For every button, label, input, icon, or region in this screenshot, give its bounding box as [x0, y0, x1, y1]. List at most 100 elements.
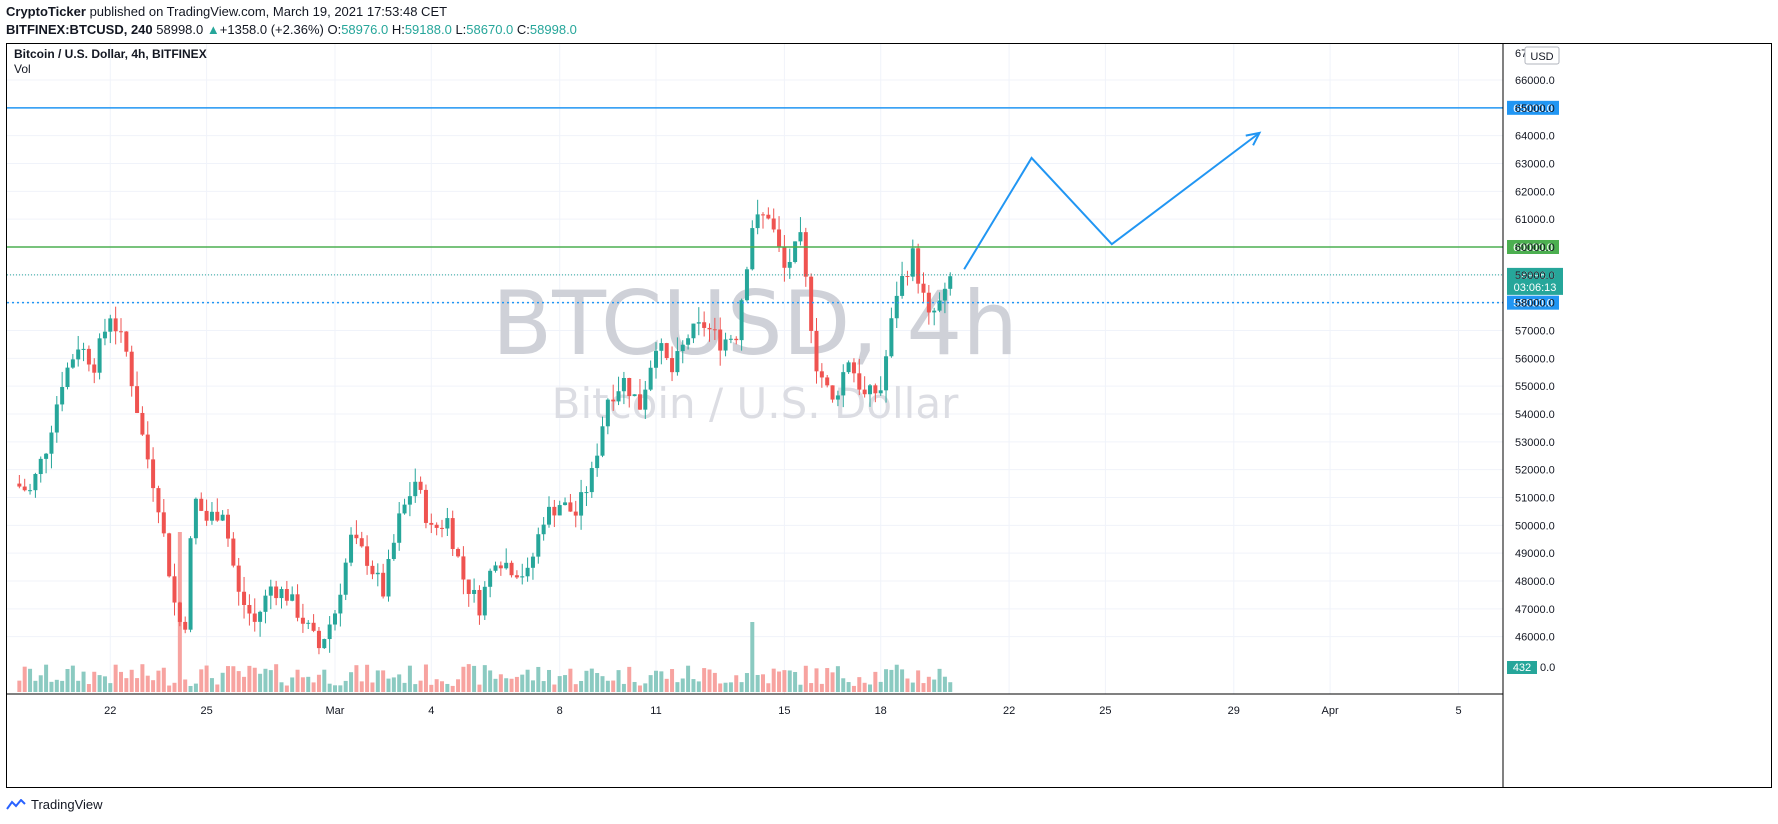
candle-body [413, 481, 418, 497]
candle-body [434, 524, 439, 528]
volume-bar [375, 670, 380, 692]
volume-bar [932, 679, 937, 692]
price-tick-label: 60000.0 [1515, 242, 1555, 254]
volume-bar [49, 681, 54, 692]
volume-bar [445, 683, 450, 692]
candle-body [188, 538, 193, 630]
volume-bar [81, 671, 86, 692]
candle-body [129, 351, 134, 387]
volume-bar [333, 685, 337, 692]
candle-body [236, 565, 241, 592]
candle-body [274, 586, 279, 599]
candle-body [616, 391, 621, 402]
price-tick-label: 57000.0 [1515, 325, 1555, 337]
watermark-name: Bitcoin / U.S. Dollar [552, 379, 959, 428]
candle-body [450, 518, 455, 549]
volume-bar [151, 680, 156, 692]
candle-body [718, 329, 723, 351]
candle-body [937, 300, 942, 311]
volume-bar [33, 680, 38, 692]
volume-bar [488, 670, 493, 692]
candle-body [509, 562, 514, 576]
candle-body [375, 572, 380, 575]
volume-bar [306, 676, 311, 692]
candle-body [231, 538, 236, 566]
candle-body [60, 387, 65, 405]
candlestick-chart[interactable]: BTCUSD, 4h Bitcoin / U.S. Dollar 65000.0… [7, 44, 1771, 787]
volume-bar [589, 668, 594, 692]
volume-bar [723, 682, 728, 692]
volume-bar [204, 665, 209, 692]
candle-body [734, 338, 739, 341]
candle-body [830, 385, 835, 400]
level-price-label: 60000.0 [1513, 242, 1553, 254]
candle-body [472, 589, 477, 594]
volume-bar [17, 680, 22, 692]
volume-bar [434, 679, 439, 692]
volume-bar [413, 684, 418, 692]
candle-body [124, 331, 129, 352]
candle-body [761, 214, 765, 216]
candle-body [825, 377, 830, 386]
candle-body [215, 511, 220, 521]
volume-bar [889, 669, 894, 692]
time-tick-label: 11 [650, 705, 661, 717]
volume-bar [873, 671, 878, 692]
candle-body [525, 567, 530, 577]
candle-body [627, 377, 632, 397]
volume-bar [274, 664, 279, 692]
volume-bar [584, 670, 589, 692]
volume-bar [910, 682, 915, 692]
current-price-label: 58998.0 [1515, 270, 1555, 282]
volume-bar [707, 669, 712, 692]
volume-bar [557, 676, 562, 692]
candle-body [750, 228, 755, 270]
volume-bar [322, 669, 327, 692]
price-tick-label: 53000.0 [1515, 437, 1555, 449]
published-text: published on TradingView.com, March 19, … [85, 4, 448, 19]
price-tick-label: 62000.0 [1515, 186, 1555, 198]
volume-bar [563, 675, 568, 692]
volume-bar [429, 684, 434, 692]
candle-body [242, 591, 247, 605]
candle-body [177, 602, 182, 622]
volume-bar [482, 665, 487, 692]
candle-body [691, 323, 696, 339]
volume-bar [391, 677, 396, 692]
time-tick-label: 29 [1228, 705, 1240, 717]
volume-bar [621, 683, 626, 692]
open-label: O: [327, 22, 342, 37]
candle-body [744, 269, 749, 301]
volume-bar [696, 681, 701, 692]
volume-bar [242, 676, 247, 692]
volume-bar [509, 678, 514, 692]
candle-body [819, 371, 824, 378]
volume-bar [349, 672, 354, 692]
candle-body [145, 434, 150, 460]
volume-bar [921, 683, 926, 692]
price-tick-label: 55000.0 [1515, 381, 1555, 393]
candle-body [461, 556, 466, 580]
volume-bar [884, 669, 889, 692]
volume-bar [568, 668, 573, 692]
volume-bar [835, 666, 840, 692]
chart-panel[interactable]: BTCUSD, 4h Bitcoin / U.S. Dollar 65000.0… [6, 43, 1772, 788]
author-name[interactable]: CryptoTicker [6, 4, 86, 19]
symbol-label: BITFINEX:BTCUSD, 240 [6, 22, 153, 37]
candle-body [295, 594, 300, 618]
volume-value-badge [1507, 661, 1537, 674]
candle-body [803, 232, 808, 277]
candle-body [488, 570, 493, 587]
volume-bar [712, 672, 717, 692]
candle-body [654, 350, 658, 368]
candle-body [349, 534, 354, 563]
volume-bar [937, 668, 942, 692]
candle-body [643, 389, 648, 410]
currency-badge[interactable] [1524, 46, 1560, 65]
volume-bar [76, 680, 81, 692]
candle-body [338, 594, 343, 614]
candle-body [557, 505, 562, 516]
projection-path[interactable] [963, 132, 1261, 270]
volume-bar [728, 682, 733, 692]
volume-legend[interactable]: Vol [14, 62, 31, 76]
